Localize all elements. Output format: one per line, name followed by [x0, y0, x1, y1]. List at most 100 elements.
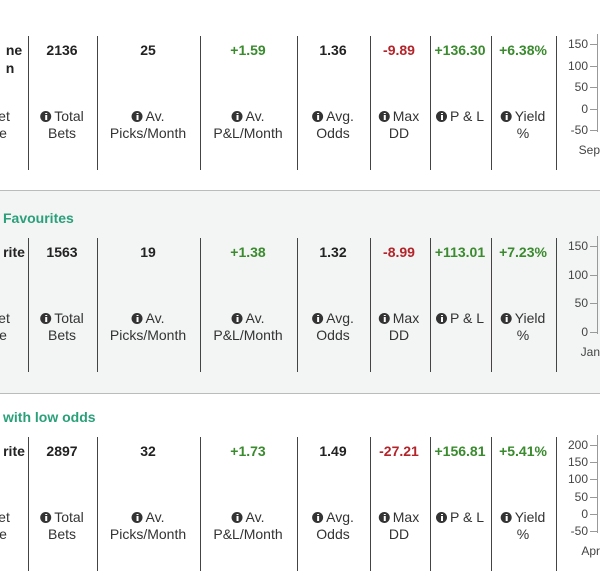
axis-tick-label: 50	[574, 80, 588, 94]
label-text: Max	[392, 310, 420, 326]
stat-value: +156.81	[434, 443, 486, 459]
label-text: Picks/Month	[109, 125, 187, 141]
info-icon[interactable]	[131, 111, 143, 122]
stat-value: +136.30	[434, 42, 486, 58]
axis-tick	[590, 65, 597, 67]
label-text: %	[516, 526, 530, 542]
stat-value: 32	[140, 443, 156, 459]
info-icon[interactable]	[131, 512, 143, 523]
stat-label: Yield	[500, 310, 545, 327]
info-icon[interactable]	[312, 512, 324, 523]
axis-tick	[590, 246, 597, 247]
stat-label: Av.	[231, 310, 265, 327]
info-icon[interactable]	[40, 313, 52, 324]
info-icon[interactable]	[231, 313, 243, 324]
column-divider	[97, 437, 98, 571]
column-divider	[430, 36, 431, 170]
label-text: Total	[54, 108, 84, 124]
stat-label: DD	[389, 125, 409, 142]
axis-tick	[590, 130, 597, 131]
column-divider	[370, 238, 371, 372]
label-text: %	[516, 125, 530, 141]
column-divider	[297, 238, 298, 372]
column-divider	[297, 36, 298, 170]
axis-tick	[590, 445, 597, 446]
info-icon[interactable]	[500, 512, 512, 523]
label-text: Av.	[245, 310, 265, 326]
info-icon[interactable]	[231, 111, 243, 122]
label-text: Avg.	[326, 310, 354, 326]
info-icon[interactable]	[436, 111, 447, 122]
info-icon[interactable]	[131, 313, 143, 324]
info-icon[interactable]	[436, 512, 447, 523]
stat-value: +7.23%	[499, 244, 547, 260]
info-icon[interactable]	[312, 111, 324, 122]
info-icon[interactable]	[40, 512, 52, 523]
stat-value: 2136	[46, 42, 78, 58]
info-icon[interactable]	[378, 512, 390, 523]
label-text: Yield	[514, 509, 546, 525]
label-text: %	[516, 327, 530, 343]
column-divider	[97, 36, 98, 170]
info-icon[interactable]	[231, 512, 243, 523]
row-label: et	[0, 108, 10, 124]
stat-value: +1.38	[230, 244, 266, 260]
axis-tick	[590, 479, 597, 481]
label-text: P&L/Month	[213, 526, 283, 542]
column-divider	[491, 238, 492, 372]
label-text: Bets	[47, 327, 77, 343]
axis-tick-label: 0	[581, 325, 588, 339]
axis-tick	[590, 108, 597, 110]
stat-label: Av.	[231, 509, 264, 526]
stat-label: DD	[389, 526, 409, 543]
stat-value: 1.49	[319, 443, 347, 459]
stat-value: 2897	[46, 443, 78, 459]
label-text: DD	[388, 125, 410, 141]
stat-label: Av.	[131, 509, 165, 526]
stat-value: +6.38%	[499, 42, 547, 58]
info-icon[interactable]	[500, 111, 512, 122]
stat-value: -8.99	[383, 244, 415, 260]
label-text: Avg.	[326, 108, 354, 124]
stat-value: -27.21	[379, 443, 419, 459]
info-icon[interactable]	[40, 111, 52, 122]
axis-month: Sep	[578, 143, 600, 157]
axis-tick	[590, 462, 597, 464]
row-label: et	[0, 310, 10, 326]
info-icon[interactable]	[312, 313, 324, 324]
stat-label: P & L	[436, 108, 484, 125]
stat-label: Picks/Month	[110, 125, 186, 142]
axis-line	[597, 34, 598, 132]
axis-tick-label: 100	[567, 267, 588, 282]
row-label: e	[0, 327, 7, 343]
column-divider	[430, 437, 431, 571]
info-icon[interactable]	[378, 313, 390, 324]
info-icon[interactable]	[436, 313, 447, 324]
row-name: rite	[3, 443, 25, 459]
stat-label: Bets	[48, 526, 76, 543]
column-divider	[97, 238, 98, 372]
stat-value: 1563	[46, 244, 78, 260]
axis-tick	[590, 496, 597, 498]
stat-label: Yield	[500, 509, 546, 526]
info-icon[interactable]	[378, 111, 390, 122]
label-text: Max	[392, 509, 420, 525]
row-name: n	[5, 60, 15, 76]
column-divider	[370, 437, 371, 571]
column-divider	[430, 238, 431, 372]
stat-label: DD	[389, 327, 409, 344]
label-text: Bets	[47, 125, 77, 141]
stat-label: Total	[40, 509, 84, 526]
column-divider	[200, 238, 201, 372]
label-text: P & L	[450, 108, 484, 124]
stat-label: Total	[40, 108, 84, 125]
axis-month: Apr	[581, 544, 600, 558]
info-icon[interactable]	[500, 313, 512, 324]
stat-label: Total	[40, 310, 84, 327]
label-text: Bets	[47, 526, 77, 542]
label-text: P&L/Month	[213, 125, 283, 141]
label-text: Av.	[145, 509, 165, 525]
column-divider	[491, 437, 492, 571]
column-divider	[28, 437, 29, 571]
stat-value: +1.59	[230, 42, 266, 58]
